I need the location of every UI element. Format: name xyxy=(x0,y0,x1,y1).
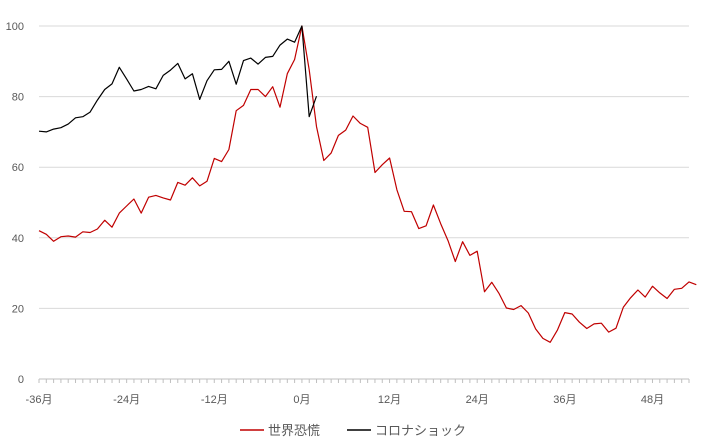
y-tick-label: 20 xyxy=(12,303,24,315)
x-tick-label: 48月 xyxy=(641,394,664,406)
series-line-0 xyxy=(38,25,697,343)
y-tick-label: 80 xyxy=(12,92,24,104)
y-tick-label: 60 xyxy=(12,162,24,174)
gridlines xyxy=(39,25,689,309)
x-tick-label: 12月 xyxy=(378,394,401,406)
series-lines xyxy=(38,25,697,343)
x-tick-label: -24月 xyxy=(113,394,140,406)
y-tick-label: 40 xyxy=(12,233,24,245)
y-tick-label: 0 xyxy=(18,374,24,386)
x-tick-label: -12月 xyxy=(201,394,228,406)
legend: 世界恐慌 コロナショック xyxy=(240,424,466,439)
y-axis-tick-labels: 0 20 40 60 80 100 xyxy=(6,21,24,386)
x-axis xyxy=(38,378,690,383)
series-line-1 xyxy=(38,25,318,133)
x-tick-label: 0月 xyxy=(293,394,310,406)
x-tick-label: 24月 xyxy=(466,394,489,406)
x-tick-label: -36月 xyxy=(26,394,53,406)
y-tick-label: 100 xyxy=(6,21,24,33)
x-axis-tick-labels: -36月 -24月 -12月 0月 12月 24月 36月 48月 xyxy=(26,394,665,406)
legend-label: コロナショック xyxy=(375,424,466,439)
legend-label: 世界恐慌 xyxy=(268,424,320,439)
x-tick-label: 36月 xyxy=(553,394,576,406)
